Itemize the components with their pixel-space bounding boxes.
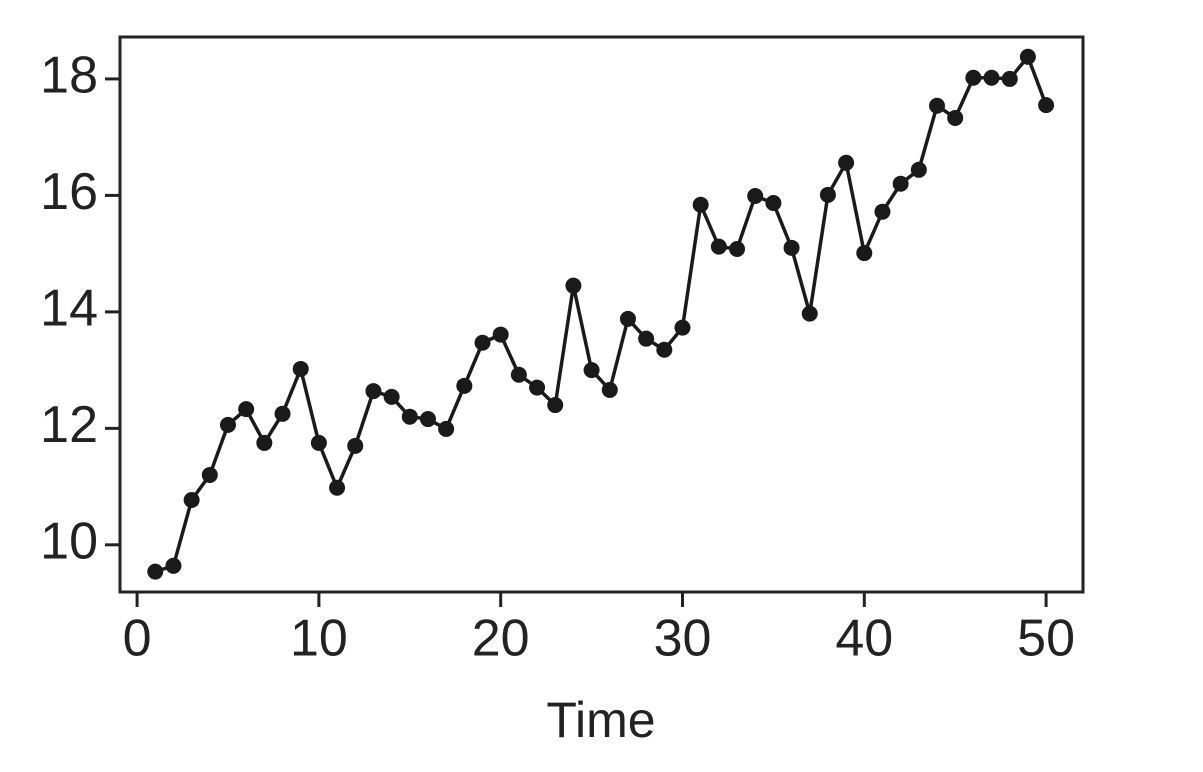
x-tick-label: 40 (835, 610, 893, 668)
marker (183, 491, 200, 508)
marker (310, 434, 327, 451)
plot-frame (118, 35, 1085, 594)
marker (692, 196, 709, 213)
x-tick-label: 10 (290, 610, 348, 668)
marker (419, 411, 436, 428)
marker (438, 420, 455, 437)
x-tick-label: 50 (1017, 610, 1075, 668)
marker (256, 434, 273, 451)
marker (801, 305, 818, 322)
marker (529, 379, 546, 396)
marker (1001, 70, 1018, 87)
marker (965, 69, 982, 86)
marker (219, 416, 236, 433)
x-tick-label: 30 (654, 610, 712, 668)
marker (983, 69, 1000, 86)
marker (147, 563, 164, 580)
marker (856, 245, 873, 262)
marker (165, 557, 182, 574)
marker (838, 154, 855, 171)
marker (456, 377, 473, 394)
x-axis-label: Time (546, 692, 655, 748)
marker (874, 203, 891, 220)
marker (365, 383, 382, 400)
y-tick-label: 10 (40, 513, 98, 571)
marker (474, 334, 491, 351)
x-tick-label: 20 (472, 610, 530, 668)
marker (656, 341, 673, 358)
marker (510, 366, 527, 383)
y-tick-label: 12 (40, 396, 98, 454)
x-tick-label: 0 (123, 610, 152, 668)
marker (765, 194, 782, 211)
y-tick-label: 16 (40, 163, 98, 221)
y-tick-label: 18 (40, 47, 98, 105)
marker (1019, 48, 1036, 65)
marker (565, 277, 582, 294)
marker (819, 186, 836, 203)
y-tick-label: 14 (40, 280, 98, 338)
marker (619, 310, 636, 327)
marker (892, 175, 909, 192)
marker (329, 479, 346, 496)
marker (1038, 97, 1055, 114)
marker (674, 319, 691, 336)
marker (547, 397, 564, 414)
marker (638, 330, 655, 347)
marker (710, 238, 727, 255)
marker (929, 97, 946, 114)
marker (601, 381, 618, 398)
marker (729, 240, 746, 257)
marker (783, 239, 800, 256)
marker (747, 187, 764, 204)
line (154, 53, 1048, 574)
marker (238, 401, 255, 418)
marker (274, 405, 291, 422)
marker (383, 388, 400, 405)
marker (583, 362, 600, 379)
marker (910, 161, 927, 178)
marker (401, 408, 418, 425)
marker (201, 466, 218, 483)
marker (947, 109, 964, 126)
marker (347, 437, 364, 454)
marker (492, 326, 509, 343)
marker (292, 360, 309, 377)
